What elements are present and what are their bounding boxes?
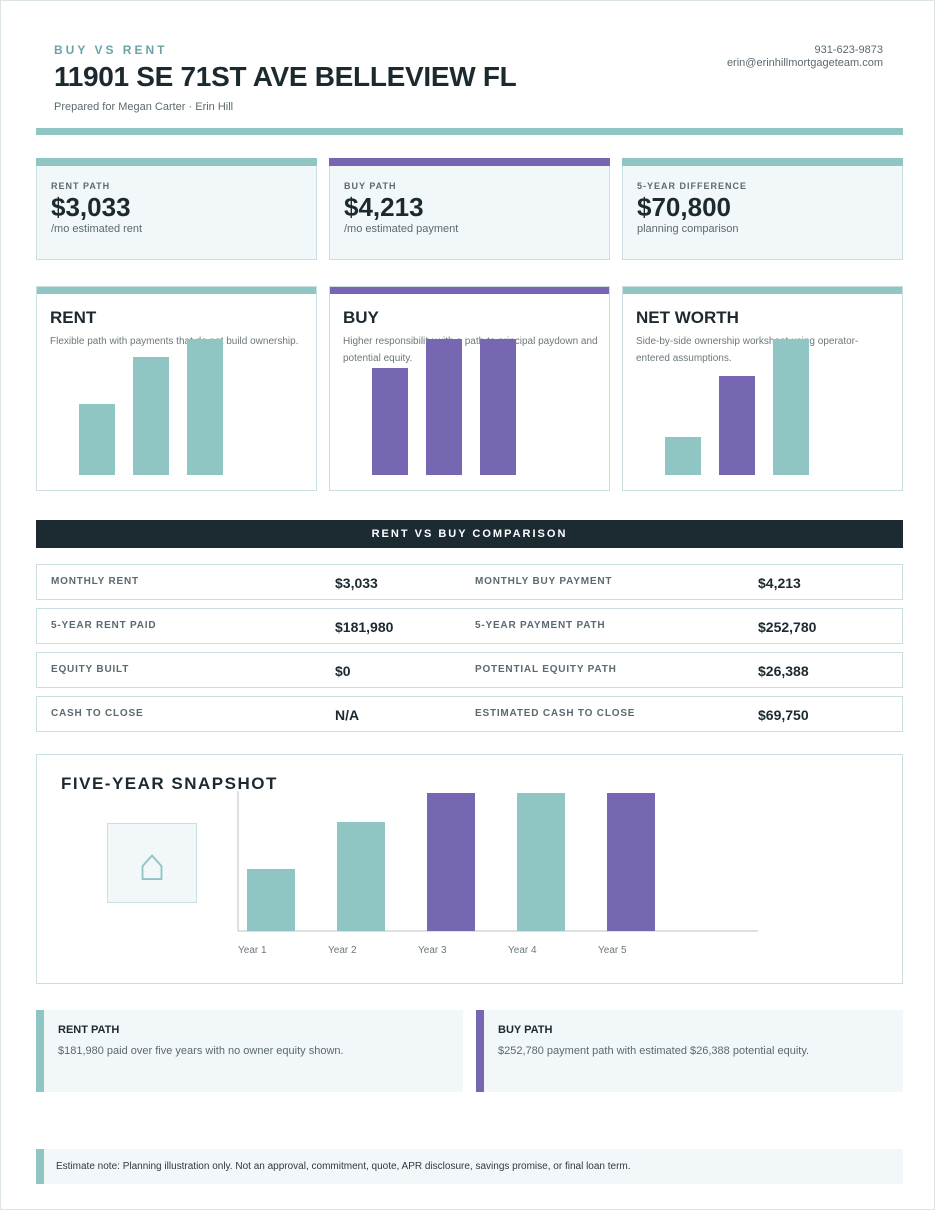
rent-metric-value: N/A xyxy=(335,707,360,723)
path-card-accent xyxy=(37,287,316,294)
path-card-bar xyxy=(665,437,701,475)
x-tick-label: Year 4 xyxy=(508,945,537,956)
buy-metric-label: MONTHLY BUY PAYMENT xyxy=(475,576,613,587)
path-card-bar xyxy=(79,404,115,475)
buy-metric-value: $252,780 xyxy=(758,619,817,635)
stat-label: RENT PATH xyxy=(51,181,111,191)
path-card-bar xyxy=(372,368,408,475)
path-card-bar xyxy=(426,339,462,475)
eyebrow: BUY VS RENT xyxy=(54,43,168,57)
path-card-bar xyxy=(719,376,755,475)
contact-block: 931-623-9873 erin@erinhillmortgageteam.c… xyxy=(727,44,883,70)
path-card-rent: RENT Flexible path with payments that do… xyxy=(36,286,317,491)
house-icon: ⌂ xyxy=(107,823,197,903)
stat-subtext: /mo estimated payment xyxy=(344,223,459,235)
snapshot-chart: Year 1 Year 2 Year 3 Year 4 Year 5 xyxy=(237,791,758,956)
header-divider xyxy=(36,128,903,135)
stat-card-buy: BUY PATH $4,213 /mo estimated payment xyxy=(329,158,610,260)
path-card-title: RENT xyxy=(50,308,97,327)
rent-path-note: RENT PATH $181,980 paid over five years … xyxy=(36,1010,463,1092)
path-card-accent xyxy=(330,287,609,294)
snapshot-bar xyxy=(517,793,565,931)
stat-card-rent: RENT PATH $3,033 /mo estimated rent xyxy=(36,158,317,260)
stat-value: $70,800 xyxy=(637,192,731,222)
note-stripe xyxy=(36,1010,44,1092)
comparison-heading: RENT VS BUY COMPARISON xyxy=(36,520,903,548)
buy-metric-label: 5-YEAR PAYMENT PATH xyxy=(475,620,606,631)
path-card-description: Side-by-side ownership worksheet using o… xyxy=(636,336,859,364)
comparison-row: MONTHLY RENT $3,033 MONTHLY BUY PAYMENT $4,… xyxy=(36,564,903,600)
stat-label: BUY PATH xyxy=(344,181,397,191)
stat-card-accent xyxy=(36,158,317,166)
path-card-bar xyxy=(773,339,809,475)
snapshot-title: FIVE-YEAR SNAPSHOT xyxy=(61,774,278,793)
rent-metric-label: 5-YEAR RENT PAID xyxy=(51,620,157,631)
path-card-title: BUY xyxy=(343,308,379,327)
buy-metric-label: ESTIMATED CASH TO CLOSE xyxy=(475,708,636,719)
path-card-net-worth: NET WORTH Side-by-side ownership workshe… xyxy=(622,286,903,491)
comparison-row: 5-YEAR RENT PAID $181,980 5-YEAR PAYMENT P… xyxy=(36,608,903,644)
buy-metric-value: $26,388 xyxy=(758,663,809,679)
stat-value: $4,213 xyxy=(344,192,424,222)
comparison-row: EQUITY BUILT $0 POTENTIAL EQUITY PATH $26,3… xyxy=(36,652,903,688)
rent-metric-value: $3,033 xyxy=(335,575,378,591)
buy-metric-label: POTENTIAL EQUITY PATH xyxy=(475,664,617,675)
path-card-buy: BUY Higher responsibility with a path to… xyxy=(329,286,610,491)
comparison-row: CASH TO CLOSE N/A ESTIMATED CASH TO CLOSE $… xyxy=(36,696,903,732)
snapshot-bar xyxy=(337,822,385,931)
x-tick-label: Year 1 xyxy=(238,945,267,956)
path-card-bar xyxy=(133,357,169,475)
path-card-description: Flexible path with payments that do not … xyxy=(50,336,299,347)
buy-metric-value: $69,750 xyxy=(758,707,809,723)
x-tick-label: Year 3 xyxy=(418,945,447,956)
buy-metric-value: $4,213 xyxy=(758,575,801,591)
stat-card-accent xyxy=(329,158,610,166)
note-stripe xyxy=(476,1010,484,1092)
buy-path-note: BUY PATH $252,780 payment path with esti… xyxy=(476,1010,903,1092)
path-card-accent xyxy=(623,287,902,294)
contact-email: erin@erinhillmortgageteam.com xyxy=(726,57,883,69)
rent-metric-label: MONTHLY RENT xyxy=(51,576,139,587)
stat-card-accent xyxy=(622,158,903,166)
rent-metric-label: CASH TO CLOSE xyxy=(51,708,144,719)
prepared-for: Prepared for Megan Carter · Erin Hill xyxy=(54,101,234,113)
rent-metric-value: $181,980 xyxy=(335,619,394,635)
snapshot-bar xyxy=(607,793,655,931)
disclaimer-stripe xyxy=(36,1149,44,1184)
path-card-description: Higher responsibility with a path to pri… xyxy=(343,336,598,364)
x-tick-label: Year 2 xyxy=(328,945,357,956)
stat-subtext: planning comparison xyxy=(637,223,739,235)
note-text: $252,780 payment path with estimated $26… xyxy=(498,1045,810,1057)
stat-card-difference: 5-YEAR DIFFERENCE $70,800 planning compa… xyxy=(622,158,903,260)
snapshot-bar xyxy=(427,793,475,931)
rent-metric-label: EQUITY BUILT xyxy=(51,664,130,675)
note-text: $181,980 paid over five years with no ow… xyxy=(58,1045,344,1057)
note-title: RENT PATH xyxy=(58,1024,120,1036)
path-card-bar xyxy=(187,339,223,475)
snapshot-bar xyxy=(247,869,295,931)
stat-subtext: /mo estimated rent xyxy=(51,223,143,235)
rent-metric-value: $0 xyxy=(335,663,351,679)
stat-value: $3,033 xyxy=(51,192,131,222)
x-tick-label: Year 5 xyxy=(598,945,627,956)
stat-label: 5-YEAR DIFFERENCE xyxy=(637,181,748,191)
contact-phone: 931-623-9873 xyxy=(814,44,883,56)
estimate-disclaimer: Estimate note: Planning illustration onl… xyxy=(36,1149,903,1184)
note-title: BUY PATH xyxy=(498,1024,553,1036)
page-title: 11901 SE 71ST AVE BELLEVIEW FL xyxy=(54,61,517,92)
disclaimer-text: Estimate note: Planning illustration onl… xyxy=(56,1161,631,1172)
path-card-title: NET WORTH xyxy=(636,308,739,327)
path-card-bar xyxy=(480,339,516,475)
